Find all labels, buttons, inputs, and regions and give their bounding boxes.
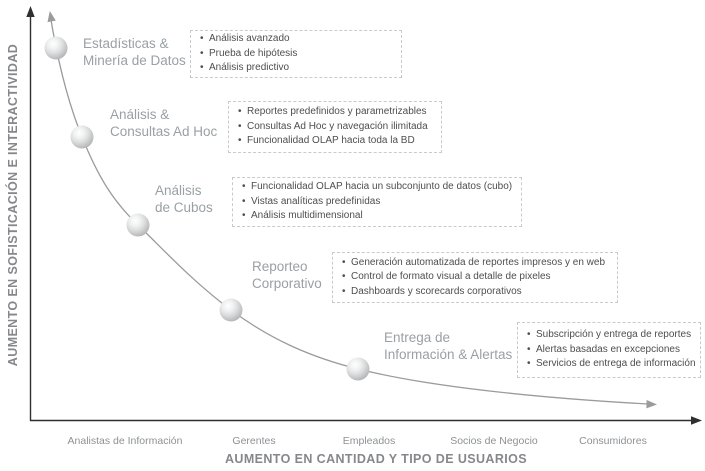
stage-title-estadisticas-mineria: Estadísticas & Minería de Datos	[83, 35, 186, 69]
stage-bullet-list: Reportes predefinidos y parametrizables …	[237, 105, 433, 149]
stage-box-entrega-alertas: Subscripción y entrega de reportes Alert…	[517, 322, 701, 378]
curve-node	[219, 298, 243, 322]
stage-title-line: Análisis &	[110, 107, 170, 122]
stage-bullet: Funcionalidad OLAP hacia toda la BD	[237, 134, 433, 149]
stage-bullet: Prueba de hipótesis	[199, 47, 393, 62]
x-category-socios: Socios de Negocio	[450, 435, 538, 447]
x-category-consumidores: Consumidores	[579, 435, 647, 447]
stage-title-line: Entrega de	[384, 330, 451, 345]
stage-bullet: Subscripción y entrega de reportes	[526, 328, 692, 343]
stage-title-line: Corporativo	[252, 276, 322, 291]
stage-bullet: Reportes predefinidos y parametrizables	[237, 105, 433, 120]
stage-bullet: Funcionalidad OLAP hacia un subconjunto …	[241, 180, 513, 195]
y-axis-arrow-icon	[26, 6, 35, 17]
stage-title-analisis-adhoc: Análisis & Consultas Ad Hoc	[110, 106, 217, 140]
stage-bullet: Generación automatizada de reportes impr…	[341, 256, 609, 271]
stage-title-line: Información & Alertas	[384, 347, 513, 362]
stage-title-line: Minería de Datos	[83, 53, 186, 68]
stage-title-line: Estadísticas &	[83, 36, 169, 51]
curve-node	[44, 36, 68, 60]
curve-node	[70, 125, 94, 149]
stage-title-line: de Cubos	[155, 200, 213, 215]
stage-bullet: Vistas analíticas predefinidas	[241, 195, 513, 210]
stage-box-analisis-cubos: Funcionalidad OLAP hacia un subconjunto …	[232, 177, 522, 227]
stage-bullet: Consultas Ad Hoc y navegación ilimitada	[237, 120, 433, 135]
x-category-analistas: Analistas de Información	[67, 435, 183, 447]
curve-node	[126, 213, 150, 237]
x-axis-title: AUMENTO EN CANTIDAD Y TIPO DE USUARIOS	[224, 452, 528, 466]
stage-box-analisis-adhoc: Reportes predefinidos y parametrizables …	[228, 101, 442, 153]
stage-bullet: Alertas basadas en excepciones	[526, 343, 692, 358]
x-category-gerentes: Gerentes	[232, 435, 276, 447]
stage-box-reporteo-corporativo: Generación automatizada de reportes impr…	[332, 252, 618, 303]
stage-bullet-list: Funcionalidad OLAP hacia un subconjunto …	[241, 180, 513, 224]
stage-title-line: Reporteo	[252, 259, 308, 274]
stage-bullet: Análisis multidimensional	[241, 209, 513, 224]
stage-title-reporteo-corporativo: Reporteo Corporativo	[252, 258, 322, 292]
curve-node	[346, 357, 370, 381]
stage-bullet: Servicios de entrega de información	[526, 357, 696, 372]
stage-bullet-list: Generación automatizada de reportes impr…	[341, 256, 609, 300]
stage-title-entrega-alertas: Entrega de Información & Alertas	[384, 329, 512, 363]
stage-title-line: Consultas Ad Hoc	[110, 124, 218, 139]
stage-title-line: Análisis	[155, 183, 202, 198]
stage-bullet: Análisis predictivo	[199, 61, 393, 76]
stage-title-analisis-cubos: Análisis de Cubos	[155, 182, 213, 216]
stage-bullet: Control de formato visual a detalle de p…	[341, 270, 609, 285]
y-axis-title: AUMENTO EN SOFISTICACIÓN E INTERACTIVIDA…	[6, 43, 20, 367]
stage-bullet-list: Análisis avanzado Prueba de hipótesis An…	[199, 32, 393, 76]
stage-bullet: Dashboards y scorecards corporativos	[341, 285, 609, 300]
stage-box-estadisticas-mineria: Análisis avanzado Prueba de hipótesis An…	[190, 30, 402, 78]
x-category-empleados: Empleados	[342, 435, 396, 447]
curve-right-arrow-icon	[646, 399, 657, 409]
x-axis-arrow-icon	[691, 416, 702, 425]
stage-bullet-list: Subscripción y entrega de reportes Alert…	[526, 328, 696, 372]
curve-up-arrow-icon	[47, 11, 56, 23]
stage-bullet: Análisis avanzado	[199, 32, 393, 47]
